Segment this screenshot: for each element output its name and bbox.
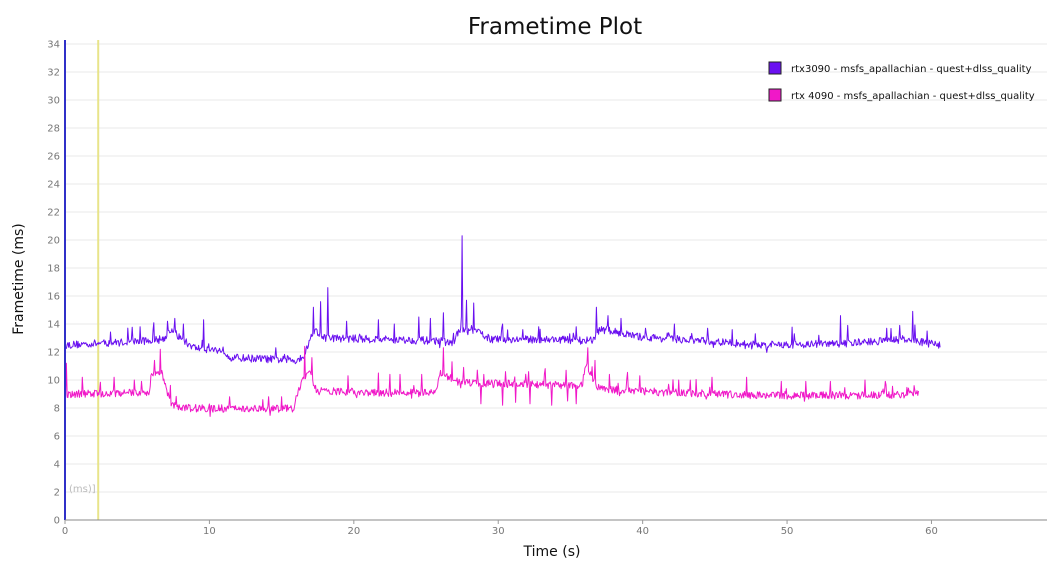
y-tick-label: 16 — [47, 292, 60, 303]
y-tick-label: 34 — [47, 40, 60, 51]
y-tick-label: 22 — [47, 208, 60, 219]
x-tick-label: 0 — [62, 526, 68, 537]
legend-swatch-1 — [768, 61, 782, 75]
y-tick-label: 4 — [54, 460, 60, 471]
x-tick-labels: 0 10 20 30 40 50 60 — [62, 520, 938, 537]
y-tick-label: 0 — [54, 516, 60, 527]
chart-title: Frametime Plot — [468, 14, 642, 40]
y-axis-label: Frametime (ms) — [11, 223, 27, 335]
y-tick-label: 12 — [47, 348, 60, 359]
overlay-unit-label: (ms)] — [69, 484, 96, 495]
legend: rtx3090 - msfs_apallachian - quest+dlss_… — [768, 61, 1035, 102]
y-tick-label: 20 — [47, 236, 60, 247]
legend-entry-2: rtx 4090 - msfs_apallachian - quest+dlss… — [791, 91, 1035, 102]
series-layer — [64, 235, 941, 417]
x-tick-label: 10 — [203, 526, 216, 537]
y-tick-label: 18 — [47, 264, 60, 275]
x-axis-label: Time (s) — [523, 544, 581, 560]
y-tick-label: 14 — [47, 320, 60, 331]
grid-lines — [65, 43, 1047, 521]
x-tick-label: 30 — [492, 526, 505, 537]
y-tick-label: 30 — [47, 96, 60, 107]
y-tick-label: 24 — [47, 180, 60, 191]
series-line-2 — [64, 345, 919, 417]
y-tick-label: 26 — [47, 152, 60, 163]
x-tick-label: 60 — [925, 526, 938, 537]
y-tick-label: 32 — [47, 68, 60, 79]
x-tick-label: 50 — [781, 526, 794, 537]
x-tick-label: 40 — [636, 526, 649, 537]
y-tick-label: 28 — [47, 124, 60, 135]
series-line-1 — [64, 235, 941, 365]
y-tick-label: 2 — [54, 488, 60, 499]
y-tick-label: 10 — [47, 376, 60, 387]
y-tick-label: 6 — [54, 432, 60, 443]
y-tick-label: 8 — [54, 404, 60, 415]
legend-swatch-2 — [768, 88, 782, 102]
legend-entry-1: rtx3090 - msfs_apallachian - quest+dlss_… — [791, 64, 1032, 75]
x-tick-label: 20 — [347, 526, 360, 537]
